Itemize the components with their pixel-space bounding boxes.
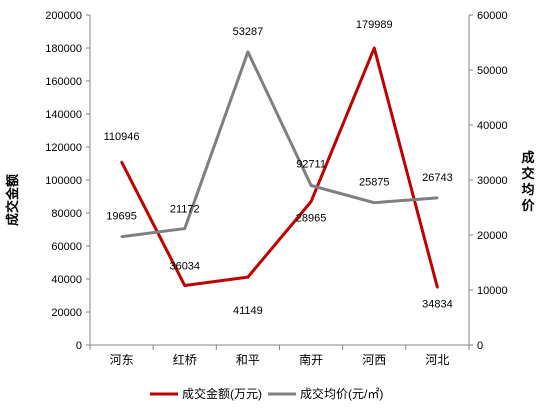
series-point-0: [183, 284, 186, 287]
data-label-1: 21172: [170, 204, 200, 216]
x-tick-label: 河东: [110, 353, 134, 367]
y-axis-right-title: 成交均价: [521, 150, 535, 213]
y-axis-right-title-char: 成: [521, 150, 534, 165]
y-left-tick-label: 120000: [45, 142, 82, 154]
legend-label: 成交金额(万元): [182, 386, 262, 401]
y-left-tick-label: 180000: [45, 43, 82, 55]
series-point-1: [120, 235, 123, 238]
data-label-0: 36034: [169, 261, 200, 273]
data-label-0: 110946: [104, 131, 140, 143]
data-labels: 110946 36034 41149 28965 179989 34834 19695 211…: [104, 19, 453, 317]
y-left-tick-label: 140000: [45, 109, 82, 121]
series-lines: [120, 46, 439, 289]
x-tick-label: 和平: [236, 353, 260, 367]
data-label-0: 34834: [422, 299, 453, 311]
series-line-1: [121, 50, 438, 239]
legend-item-0: 成交金额(万元): [150, 386, 262, 401]
data-label-1: 26743: [422, 172, 453, 184]
y-right-tick-label: 30000: [477, 175, 508, 187]
y-axis-right-title-char: 交: [521, 166, 534, 181]
y-axis-left-title: 成交金额: [5, 174, 20, 226]
series-point-1: [183, 227, 186, 230]
data-label-1: 19695: [106, 211, 137, 223]
series-point-1: [373, 201, 376, 204]
y-right-tick-label: 10000: [477, 285, 508, 297]
y-left-tick-label: 80000: [51, 208, 82, 220]
legend-label: 成交均价(元/㎡): [300, 386, 383, 401]
series-line-0: [120, 46, 439, 288]
series-point-0: [309, 200, 313, 203]
series-point-0: [373, 46, 376, 50]
y-axis-left-title-text: 成交金额: [5, 174, 20, 226]
y-left-tick-label: 0: [76, 340, 82, 352]
data-label-1: 92711: [296, 159, 326, 171]
y-left-tick-label: 40000: [51, 274, 82, 286]
data-label-1: 25875: [359, 177, 390, 189]
y-right-tick-label: 20000: [477, 230, 508, 242]
y-left-tick-label: 100000: [45, 175, 82, 187]
y-right-tick-label: 50000: [477, 65, 508, 77]
legend-item-1: 成交均价(元/㎡): [268, 386, 383, 401]
data-label-0: 179989: [356, 19, 393, 31]
data-label-1: 53287: [233, 26, 264, 38]
y-left-tick-label: 60000: [51, 241, 82, 253]
x-tick-label: 红桥: [173, 352, 197, 367]
y-axis-right-title-char: 均: [521, 182, 534, 197]
y-right-tick-label: 60000: [477, 10, 508, 22]
x-tick-label: 南开: [299, 352, 323, 367]
data-label-0: 41149: [233, 305, 263, 317]
y-right-tick-label: 40000: [477, 120, 508, 132]
legend: 成交金额(万元) 成交均价(元/㎡): [150, 386, 383, 401]
series-point-1: [309, 184, 313, 187]
y-left-tick-label: 200000: [45, 10, 82, 22]
axes: 0200004000060000800001000001200001400001…: [5, 10, 535, 367]
y-left-tick-label: 20000: [51, 307, 82, 319]
series-point-0: [120, 160, 123, 164]
series-point-0: [246, 275, 250, 279]
y-right-tick-label: 0: [477, 340, 483, 352]
series-point-1: [436, 196, 439, 200]
x-tick-label: 河西: [362, 353, 386, 367]
y-left-tick-label: 160000: [45, 76, 82, 88]
series-point-0: [436, 286, 439, 289]
x-tick-label: 河北: [425, 353, 449, 367]
y-axis-right-title-char: 价: [521, 198, 535, 213]
series-point-1: [246, 50, 250, 54]
data-label-0: 28965: [296, 213, 327, 225]
